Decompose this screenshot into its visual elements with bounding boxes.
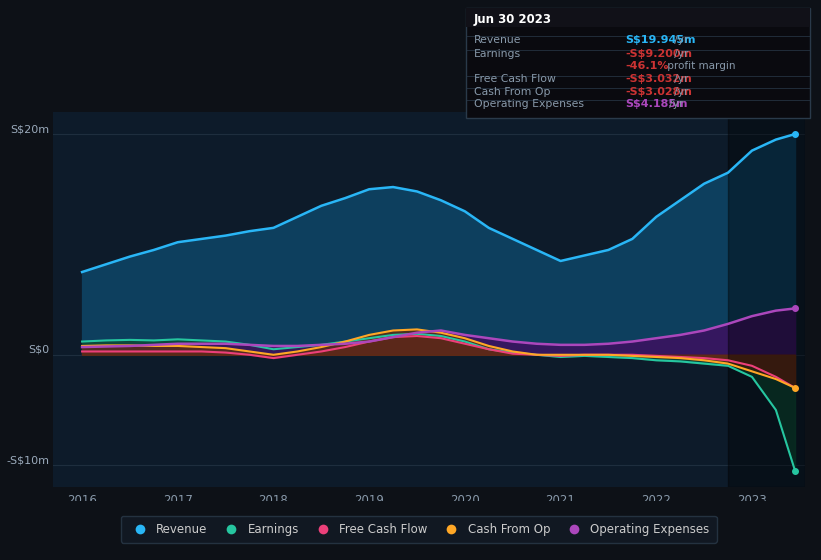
Text: -S$10m: -S$10m <box>7 455 49 465</box>
Text: S$4.185m: S$4.185m <box>626 99 688 109</box>
Text: S$19.945m: S$19.945m <box>626 35 696 45</box>
Text: /yr: /yr <box>672 87 689 97</box>
Text: -S$3.032m: -S$3.032m <box>626 74 692 85</box>
Bar <box>728 112 805 487</box>
Text: -S$9.200m: -S$9.200m <box>626 49 693 59</box>
Text: S$0: S$0 <box>29 345 49 355</box>
Text: Operating Expenses: Operating Expenses <box>474 99 584 109</box>
Text: Revenue: Revenue <box>474 35 521 45</box>
Text: S$20m: S$20m <box>11 124 49 134</box>
Legend: Revenue, Earnings, Free Cash Flow, Cash From Op, Operating Expenses: Revenue, Earnings, Free Cash Flow, Cash … <box>121 516 717 543</box>
Text: /yr: /yr <box>672 74 689 85</box>
Text: Free Cash Flow: Free Cash Flow <box>474 74 556 85</box>
Text: /yr: /yr <box>672 49 689 59</box>
Text: /yr: /yr <box>667 99 684 109</box>
Text: profit margin: profit margin <box>664 61 736 71</box>
Text: /yr: /yr <box>672 35 689 45</box>
Text: -46.1%: -46.1% <box>626 61 669 71</box>
Text: Earnings: Earnings <box>474 49 521 59</box>
Text: Jun 30 2023: Jun 30 2023 <box>474 13 552 26</box>
Text: Cash From Op: Cash From Op <box>474 87 550 97</box>
Text: -S$3.028m: -S$3.028m <box>626 87 692 97</box>
